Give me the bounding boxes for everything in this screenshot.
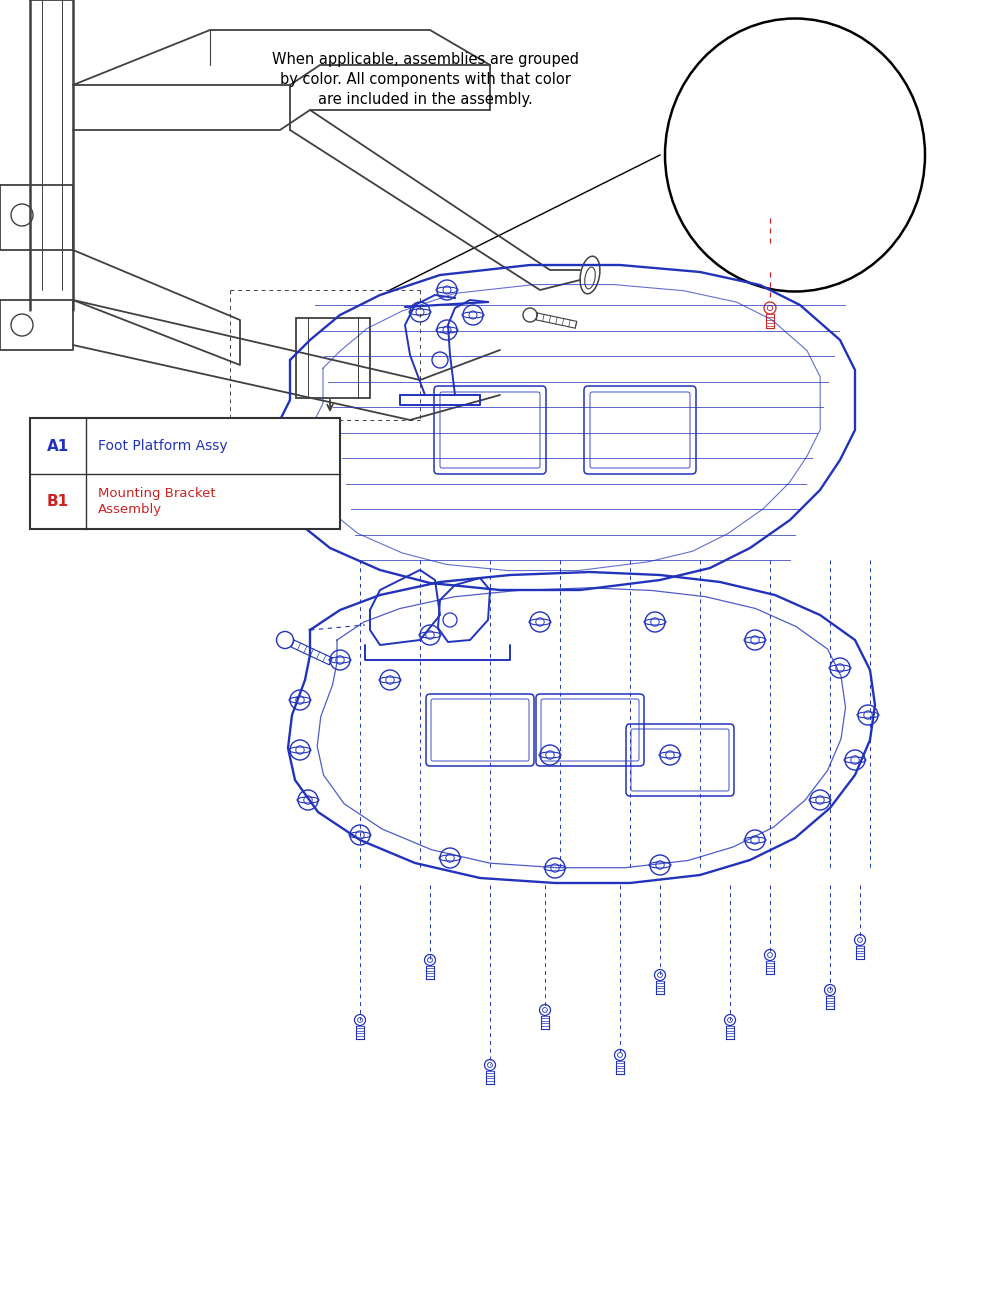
Ellipse shape [665, 18, 925, 291]
Text: B1: B1 [47, 494, 69, 508]
Text: Mounting Bracket
Assembly: Mounting Bracket Assembly [98, 488, 216, 516]
Text: When applicable, assemblies are grouped
by color. All components with that color: When applicable, assemblies are grouped … [272, 52, 578, 107]
Text: Foot Platform Assy: Foot Platform Assy [98, 439, 228, 454]
FancyBboxPatch shape [30, 418, 340, 529]
Text: A1: A1 [47, 439, 69, 454]
